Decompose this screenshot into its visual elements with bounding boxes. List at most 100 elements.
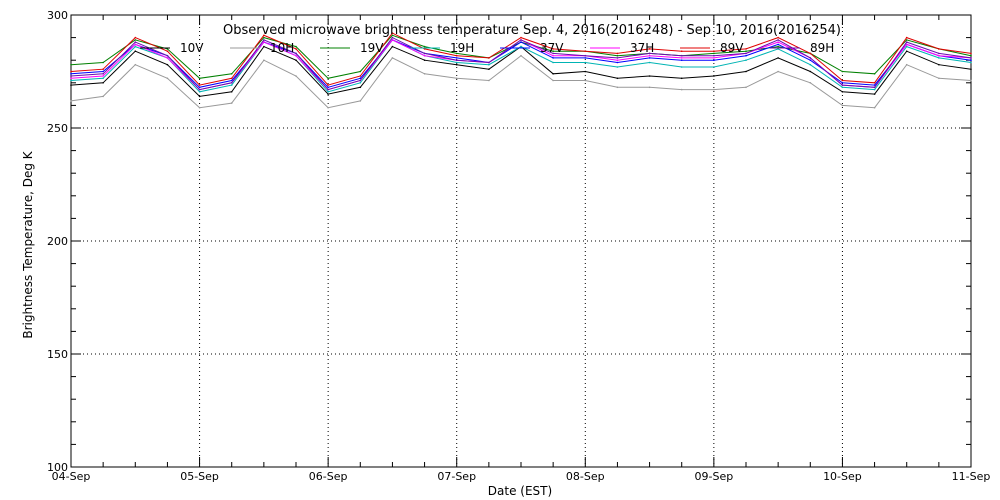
axis-ticks: 04-Sep 05-Sep 06-Sep 07-Sep 08-Sep 09-Sep 10-S… [47, 9, 990, 483]
data-point-10v [198, 95, 201, 98]
x-tick-label: 06-Sep [309, 470, 348, 483]
data-point-19h [102, 77, 104, 80]
x-tick-label: 04-Sep [52, 470, 91, 483]
data-point-37v [680, 59, 683, 61]
data-point-10v [488, 68, 490, 70]
data-point-10v [295, 59, 297, 61]
data-point-19h [713, 66, 715, 68]
data-point-89v [455, 54, 458, 57]
data-point-37h [648, 54, 651, 57]
x-tick-label: 08-Sep [566, 470, 605, 483]
data-point-10v [745, 70, 747, 73]
data-point-89v [166, 50, 169, 52]
data-point-10h [970, 79, 972, 82]
data-point-10v [970, 68, 972, 70]
x-axis-label: Date (EST) [488, 484, 552, 498]
legend: 10V 10H 19V 19H 37V 37H 89V 89H [140, 41, 834, 55]
data-point-89v [713, 50, 715, 52]
x-tick-label: 09-Sep [695, 470, 734, 483]
data-point-37v [70, 73, 72, 75]
data-point-19h [841, 86, 844, 89]
data-point-89h [905, 41, 908, 43]
x-tick-label: 10-Sep [823, 470, 862, 483]
data-point-19v [841, 70, 844, 73]
data-point-19h [520, 45, 522, 48]
data-point-37v [359, 77, 362, 80]
data-point-10h [841, 104, 844, 107]
data-point-19h [745, 59, 747, 61]
data-point-10h [423, 73, 426, 75]
data-point-89v [616, 52, 619, 55]
data-point-89v [230, 77, 233, 80]
data-point-10h [455, 77, 458, 80]
data-point-19v [263, 36, 265, 39]
data-point-10h [198, 106, 201, 109]
data-point-19v [873, 73, 876, 75]
data-point-10v [616, 77, 619, 80]
data-point-89h [777, 39, 779, 41]
data-point-19h [584, 61, 587, 64]
data-point-10h [134, 63, 137, 66]
data-point-19h [938, 57, 940, 59]
data-point-10v [777, 57, 779, 59]
data-point-10h [263, 59, 265, 61]
grid [71, 15, 971, 467]
data-point-19v [970, 54, 972, 57]
data-point-37h [295, 54, 297, 57]
data-point-89h [616, 57, 619, 59]
data-point-19v [905, 39, 908, 41]
data-point-89h [938, 52, 940, 55]
data-point-10v [166, 63, 169, 66]
data-point-89h [134, 41, 137, 43]
data-point-89h [841, 84, 844, 86]
data-point-19v [745, 50, 747, 52]
data-point-10h [873, 106, 876, 109]
data-point-10v [841, 91, 844, 93]
data-point-37h [102, 75, 104, 77]
data-point-89h [359, 79, 362, 82]
data-point-37v [970, 59, 972, 61]
data-point-19h [616, 66, 619, 68]
legend-label-89h: 89H [810, 41, 834, 55]
data-point-89h [423, 52, 426, 55]
data-point-19h [680, 66, 683, 68]
data-point-89v [263, 34, 265, 37]
data-point-89h [713, 54, 715, 57]
data-point-89v [680, 50, 683, 52]
data-point-89v [648, 48, 651, 50]
data-point-10h [102, 95, 104, 98]
data-point-10h [166, 77, 169, 80]
data-point-10v [938, 63, 940, 66]
data-point-19v [713, 52, 715, 55]
y-tick-label: 150 [47, 348, 68, 361]
y-tick-label: 250 [47, 122, 68, 135]
data-point-10h [905, 63, 908, 66]
data-point-10h [327, 106, 329, 109]
data-point-19v [230, 73, 233, 75]
data-point-10v [230, 91, 233, 93]
data-point-10v [455, 63, 458, 66]
data-point-37v [198, 86, 201, 89]
data-point-37h [713, 57, 715, 59]
data-point-10h [648, 86, 651, 89]
data-point-89v [488, 57, 490, 59]
data-point-37v [713, 59, 715, 61]
data-point-10v [391, 45, 394, 48]
data-point-19h [648, 61, 651, 64]
data-point-10h [488, 79, 490, 82]
data-point-89h [745, 52, 747, 55]
data-point-19v [70, 63, 72, 66]
data-point-19h [488, 63, 490, 66]
data-point-19h [552, 61, 554, 64]
data-point-37h [263, 41, 265, 43]
legend-label-19h: 19H [450, 41, 474, 55]
data-point-89v [873, 82, 876, 84]
data-point-10h [230, 102, 233, 104]
data-point-37h [616, 59, 619, 61]
data-point-10h [552, 79, 554, 82]
data-point-19h [359, 82, 362, 84]
data-point-19v [327, 77, 329, 80]
data-point-19v [455, 52, 458, 55]
data-point-10v [873, 93, 876, 95]
